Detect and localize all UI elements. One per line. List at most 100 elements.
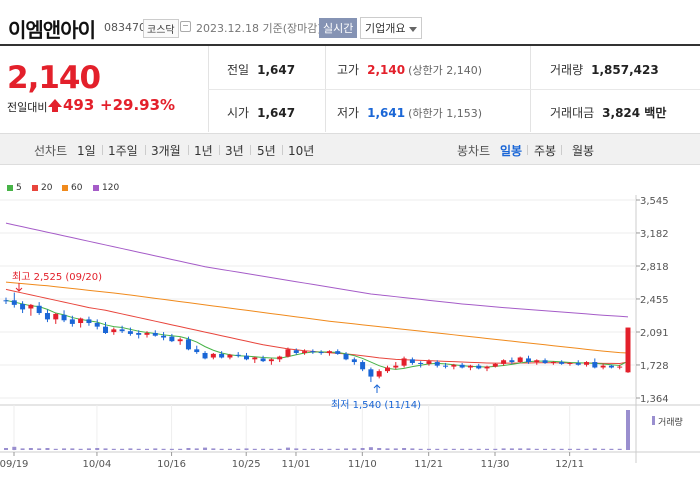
- candle-body: [584, 362, 590, 365]
- prev-close: 전일 1,647: [227, 61, 295, 78]
- volume-bar: [128, 448, 133, 450]
- candle-body: [451, 364, 457, 367]
- candle-body: [252, 357, 258, 360]
- amount-value: 3,824 백만: [602, 106, 667, 120]
- volume-bar: [186, 448, 191, 450]
- volume-bar: [194, 448, 199, 450]
- open-value: 1,647: [257, 106, 296, 120]
- volume-bar: [609, 448, 614, 450]
- volume-bar: [310, 448, 315, 450]
- price-summary: [0, 44, 700, 134]
- candle-body: [426, 361, 432, 364]
- prev-close-value: 1,647: [257, 63, 296, 77]
- candle-body: [542, 360, 548, 363]
- volume-bar: [592, 448, 597, 450]
- volume-bar: [4, 448, 8, 450]
- volume-bar: [120, 448, 125, 450]
- chevron-down-icon: [409, 26, 418, 32]
- volume-bar: [543, 448, 548, 450]
- y-tick-label: 2,455: [640, 295, 669, 306]
- volume-bar: [418, 448, 423, 450]
- candle-monthly[interactable]: 월봉: [572, 144, 595, 158]
- period-1d[interactable]: 1일: [77, 144, 96, 158]
- period-3m[interactable]: 3개월: [151, 144, 181, 158]
- volume-bar: [493, 448, 498, 450]
- volume-label: 거래량: [550, 63, 584, 77]
- volume-bar: [526, 448, 531, 450]
- candle-body: [11, 300, 17, 305]
- realtime-button[interactable]: 실시간: [319, 18, 358, 38]
- candle-body: [210, 353, 216, 358]
- volume-bar: [236, 448, 241, 450]
- candle-body: [608, 365, 614, 368]
- volume-bar: [86, 448, 91, 450]
- y-tick-label: 3,545: [640, 196, 669, 207]
- candle-body: [443, 365, 449, 367]
- period-1y[interactable]: 1년: [194, 144, 213, 158]
- volume-bar: [518, 448, 523, 450]
- volume-bar: [144, 448, 149, 450]
- volume-bar: [285, 447, 290, 450]
- divider: [145, 145, 146, 155]
- x-tick-label: 11/30: [481, 459, 510, 470]
- candle-body: [534, 360, 540, 363]
- candle-body: [69, 319, 75, 324]
- lower-limit: (하한가 1,153): [408, 107, 482, 120]
- legend-ma20: 20: [32, 183, 52, 193]
- legend-swatch: [7, 184, 13, 191]
- candle-body: [592, 362, 598, 368]
- candle-body: [260, 358, 266, 362]
- x-tick-label: 10/25: [232, 459, 261, 470]
- candle-body: [36, 305, 42, 314]
- y-tick-label: 3,182: [640, 229, 669, 240]
- upper-limit: (상한가 2,140): [408, 64, 482, 77]
- volume-bar: [203, 447, 208, 450]
- volume-bar: [426, 448, 431, 450]
- y-tick-label: 2,091: [640, 328, 669, 339]
- candle-body: [617, 366, 623, 368]
- low-label: 저가: [337, 106, 360, 120]
- period-1w[interactable]: 1주일: [108, 144, 138, 158]
- candle-body: [244, 355, 250, 360]
- volume-bar: [559, 448, 564, 450]
- volume-bar: [501, 448, 506, 450]
- divider: [527, 145, 528, 155]
- candle-daily[interactable]: 일봉: [500, 144, 523, 158]
- candle-body: [476, 365, 482, 369]
- candle-chart-label: 봉차트: [457, 144, 491, 158]
- low-value: 1,641: [367, 106, 406, 120]
- candle-body: [335, 351, 341, 354]
- candle-body: [53, 313, 59, 320]
- legend-ma5-label: 5: [16, 183, 22, 193]
- period-10y[interactable]: 10년: [288, 144, 315, 158]
- candlestick-chart[interactable]: 3,545 3,182 2,818 2,455 2,091 1,728 1,364 09/19…: [0, 195, 700, 490]
- candle-body: [103, 326, 109, 333]
- volume-bar: [261, 448, 266, 450]
- y-tick-label: 1,364: [640, 394, 669, 405]
- candle-body: [559, 362, 565, 364]
- volume-legend-label: 거래량: [658, 416, 683, 428]
- candle-body: [492, 363, 498, 367]
- volume-bar: [62, 448, 67, 450]
- candle-body: [625, 327, 631, 373]
- candle-body: [20, 303, 26, 310]
- high-label: 고가: [337, 63, 360, 77]
- volume-bar: [136, 448, 141, 450]
- candle-body: [268, 359, 274, 362]
- period-3y[interactable]: 3년: [225, 144, 244, 158]
- volume-bar: [78, 448, 83, 450]
- legend-swatch: [32, 184, 38, 191]
- candle-body: [484, 366, 490, 369]
- candle-body: [376, 371, 382, 377]
- candle-weekly[interactable]: 주봉: [534, 144, 557, 158]
- volume-bar: [244, 448, 249, 450]
- candle-body: [144, 332, 150, 335]
- candle-body: [169, 336, 175, 342]
- candle-body: [185, 339, 191, 350]
- candle-body: [161, 335, 167, 338]
- x-tick-label: 12/11: [555, 459, 584, 470]
- period-5y[interactable]: 5년: [257, 144, 276, 158]
- volume-bar: [485, 448, 490, 450]
- company-info-dropdown[interactable]: 기업개요: [360, 17, 423, 39]
- open-label: 시가: [227, 106, 250, 120]
